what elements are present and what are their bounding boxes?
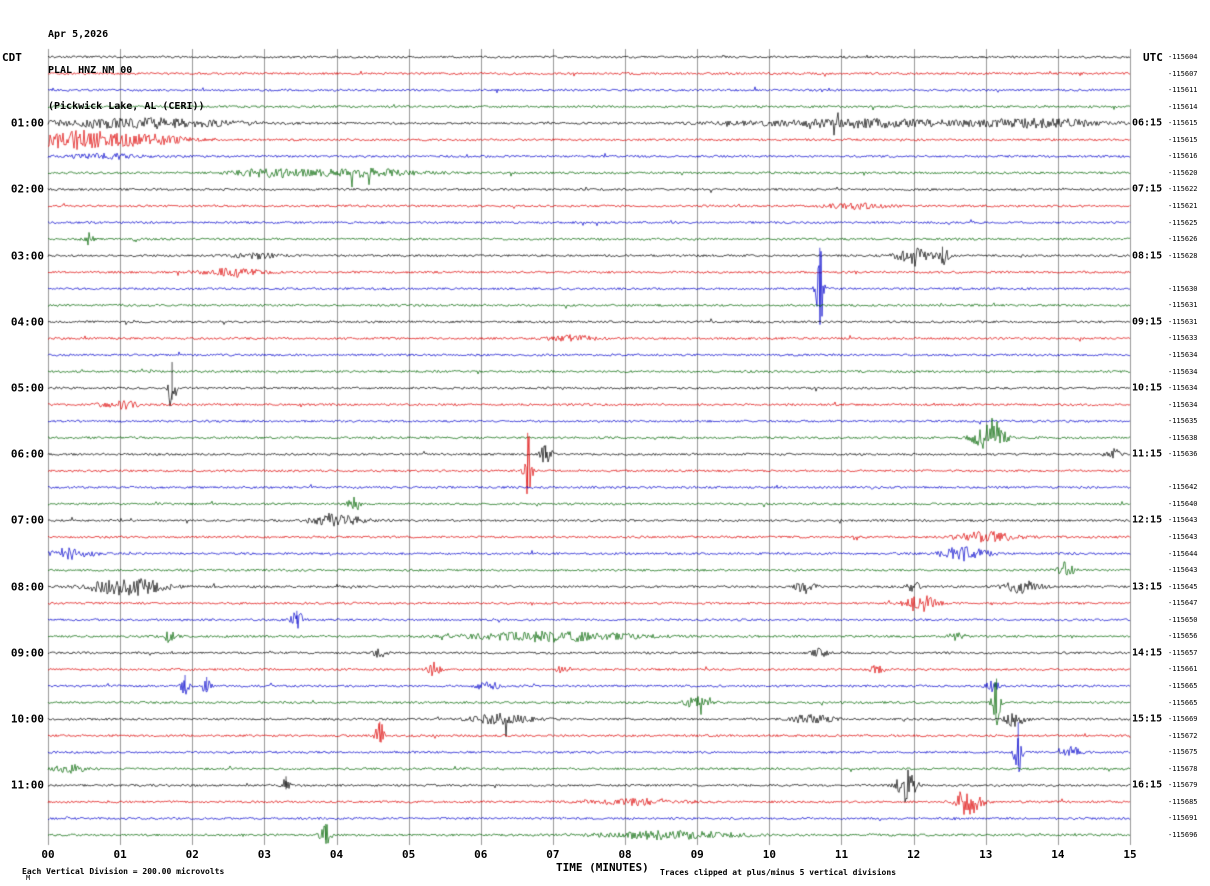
- trace-offset-value: -115636: [1168, 450, 1198, 459]
- x-axis-tick-label: 12: [906, 848, 921, 861]
- trace-offset-value: -115643: [1168, 516, 1198, 525]
- trace-offset-value: -115679: [1168, 781, 1198, 790]
- trace-offset-value: -115633: [1168, 334, 1198, 343]
- trace-offset-value: -115643: [1168, 566, 1198, 575]
- utc-hour-label: 10:15: [1132, 382, 1163, 394]
- x-axis-tick-label: 03: [257, 848, 272, 861]
- trace-offset-value: -115675: [1168, 748, 1198, 757]
- trace-offset-value: -115635: [1168, 417, 1198, 426]
- trace-offset-value: -115607: [1168, 69, 1198, 78]
- trace-offset-value: -115661: [1168, 665, 1198, 674]
- trace-offset-value: -115665: [1168, 682, 1198, 691]
- trace-offset-value: -115615: [1168, 119, 1198, 128]
- trace-offset-value: -115634: [1168, 384, 1198, 393]
- corner-mark: M: [26, 874, 31, 882]
- trace-offset-value: -115626: [1168, 235, 1198, 244]
- trace-offset-value: -115665: [1168, 698, 1198, 707]
- trace-offset-value: -115685: [1168, 797, 1198, 806]
- right-timezone-header: UTC: [1143, 51, 1163, 64]
- utc-hour-label: 11:15: [1132, 448, 1163, 460]
- trace-offset-value: -115643: [1168, 533, 1198, 542]
- trace-offset-value: -115669: [1168, 715, 1198, 724]
- cdt-hour-label: 08:00: [10, 580, 44, 594]
- clipping-note: Traces clipped at plus/minus 5 vertical …: [660, 868, 897, 877]
- x-axis-tick-label: 02: [185, 848, 199, 861]
- utc-hour-label: 12:15: [1132, 514, 1163, 526]
- x-axis-tick-label: 06: [474, 848, 488, 861]
- x-axis-tick-label: 10: [762, 848, 776, 861]
- header-date: Apr 5,2026: [48, 29, 109, 40]
- trace-offset-value: -115625: [1168, 218, 1198, 227]
- trace-offset-value: -115634: [1168, 367, 1198, 376]
- cdt-hour-label: 06:00: [10, 447, 44, 461]
- trace-offset-value: -115644: [1168, 549, 1198, 558]
- trace-offset-value: -115630: [1168, 284, 1198, 293]
- trace-offset-value: -115656: [1168, 632, 1198, 641]
- x-axis-tick-label: 07: [546, 848, 560, 861]
- header-station-code: PLAL HNZ NM 00: [48, 65, 133, 76]
- trace-offset-value: -115614: [1168, 102, 1198, 111]
- utc-hour-label: 07:15: [1132, 183, 1163, 195]
- x-axis-tick-label: 05: [402, 848, 416, 861]
- trace-offset-value: -115657: [1168, 648, 1198, 657]
- trace-offset-value: -115650: [1168, 615, 1198, 624]
- x-axis-tick-label: 14: [1051, 848, 1065, 861]
- trace-offset-value: -115640: [1168, 499, 1198, 508]
- trace-offset-value: -115616: [1168, 152, 1198, 161]
- trace-offset-value: -115672: [1168, 731, 1198, 740]
- utc-hour-label: 16:15: [1132, 779, 1163, 791]
- utc-hour-label: 15:15: [1132, 713, 1163, 725]
- header-station-location: (Pickwick Lake, AL (CERI)): [48, 101, 205, 112]
- trace-offset-value: -115631: [1168, 317, 1198, 326]
- trace-offset-value: -115696: [1168, 831, 1198, 839]
- plot-header: Apr 5,2026 PLAL HNZ NM 00 (Pickwick Lake…: [48, 5, 205, 125]
- cdt-hour-label: 05:00: [10, 381, 44, 395]
- utc-hour-label: 06:15: [1132, 117, 1163, 129]
- vertical-division-note: Each Vertical Division = 200.00 microvol…: [22, 867, 225, 876]
- left-timezone-header: CDT: [2, 51, 22, 64]
- cdt-hour-label: 07:00: [10, 513, 44, 527]
- trace-offset-value: -115631: [1168, 301, 1198, 310]
- cdt-hour-label: 04:00: [10, 315, 44, 329]
- x-axis-tick-label: 09: [690, 848, 704, 861]
- utc-hour-label: 14:15: [1132, 647, 1163, 659]
- cdt-hour-label: 01:00: [10, 116, 44, 130]
- trace-offset-value: -115604: [1168, 53, 1198, 61]
- trace-offset-value: -115647: [1168, 599, 1198, 608]
- trace-offset-value: -115621: [1168, 201, 1198, 210]
- x-axis-tick-label: 08: [618, 848, 632, 861]
- trace-offset-value: -115691: [1168, 814, 1198, 823]
- cdt-hour-label: 11:00: [10, 778, 44, 792]
- utc-hour-label: 08:15: [1132, 250, 1163, 262]
- trace-offset-value: -115634: [1168, 350, 1198, 359]
- cdt-hour-label: 10:00: [10, 712, 44, 726]
- x-axis-title: TIME (MINUTES): [556, 861, 649, 874]
- trace-offset-value: -115620: [1168, 168, 1198, 177]
- trace-offset-value: -115628: [1168, 251, 1198, 260]
- trace-offset-value: -115622: [1168, 185, 1198, 194]
- utc-hour-label: 09:15: [1132, 316, 1163, 328]
- x-axis-tick-label: 11: [834, 848, 849, 861]
- x-axis-tick-label: 00: [41, 848, 55, 861]
- x-axis-tick-label: 01: [113, 848, 127, 861]
- trace-offset-value: -115642: [1168, 483, 1198, 492]
- trace-offset-value: -115615: [1168, 135, 1198, 144]
- trace-offset-value: -115645: [1168, 582, 1198, 591]
- trace-offset-value: -115634: [1168, 400, 1198, 409]
- x-axis-tick-label: 04: [329, 848, 344, 861]
- cdt-hour-label: 03:00: [10, 249, 44, 263]
- cdt-hour-label: 09:00: [10, 646, 44, 660]
- trace-offset-value: -115638: [1168, 433, 1198, 442]
- cdt-hour-label: 02:00: [10, 182, 44, 196]
- trace-offset-value: -115678: [1168, 764, 1198, 773]
- x-axis-tick-label: 13: [979, 848, 993, 861]
- utc-hour-label: 13:15: [1132, 581, 1163, 593]
- trace-offset-value: -115611: [1168, 86, 1198, 95]
- x-axis-tick-label: 15: [1123, 848, 1137, 861]
